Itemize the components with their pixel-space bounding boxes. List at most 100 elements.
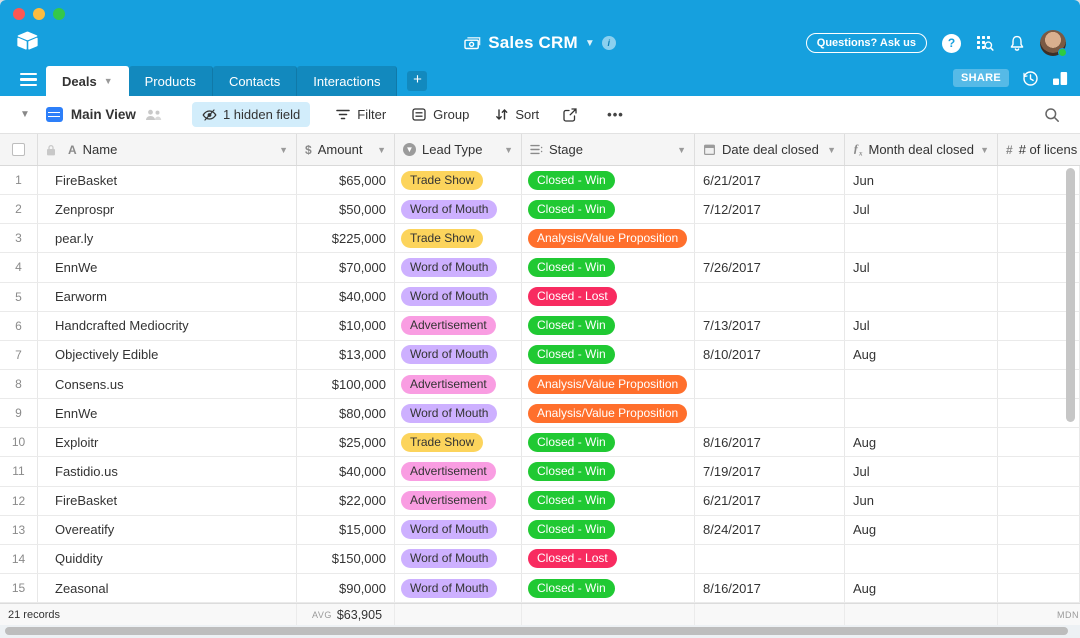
month-closed-cell[interactable]: [845, 224, 998, 253]
stage-cell[interactable]: Closed - Win: [522, 457, 695, 486]
horizontal-scrollbar-thumb[interactable]: [5, 626, 1068, 635]
tab-contacts[interactable]: Contacts: [212, 66, 298, 96]
month-closed-cell[interactable]: [845, 399, 998, 428]
name-cell[interactable]: Quiddity: [38, 544, 297, 573]
name-cell[interactable]: Handcrafted Mediocrity: [38, 311, 297, 340]
stage-cell[interactable]: Closed - Win: [522, 166, 695, 195]
date-closed-cell[interactable]: 7/19/2017: [695, 457, 845, 486]
close-window-button[interactable]: [13, 8, 25, 20]
name-cell[interactable]: Zenprospr: [38, 195, 297, 224]
date-closed-cell[interactable]: 8/16/2017: [695, 573, 845, 603]
column-header-stage[interactable]: Stage ▼: [522, 134, 695, 165]
summary-cell[interactable]: [695, 604, 845, 625]
amount-cell[interactable]: $50,000: [297, 195, 395, 224]
lead-type-cell[interactable]: Advertisement: [395, 369, 522, 399]
group-button[interactable]: Group: [412, 107, 469, 122]
name-cell[interactable]: Fastidio.us: [38, 457, 297, 486]
zoom-window-button[interactable]: [53, 8, 65, 20]
amount-cell[interactable]: $40,000: [297, 282, 395, 311]
date-closed-cell[interactable]: [695, 369, 845, 399]
month-closed-cell[interactable]: [845, 369, 998, 399]
lead-type-cell[interactable]: Word of Mouth: [395, 253, 522, 282]
row-number-cell[interactable]: 9: [0, 399, 38, 428]
share-button[interactable]: SHARE: [952, 69, 1009, 87]
amount-cell[interactable]: $70,000: [297, 253, 395, 282]
date-closed-cell[interactable]: 8/10/2017: [695, 340, 845, 369]
amount-cell[interactable]: $22,000: [297, 486, 395, 515]
name-cell[interactable]: Zeasonal: [38, 573, 297, 603]
history-icon[interactable]: [1022, 70, 1039, 87]
row-number-cell[interactable]: 13: [0, 515, 38, 544]
stage-cell[interactable]: Closed - Lost: [522, 282, 695, 311]
month-closed-cell[interactable]: Aug: [845, 428, 998, 457]
vertical-scrollbar-thumb[interactable]: [1066, 168, 1075, 422]
add-table-button[interactable]: +: [407, 71, 428, 91]
row-number-cell[interactable]: 6: [0, 311, 38, 340]
apps-search-icon[interactable]: [976, 35, 994, 52]
amount-summary[interactable]: AVG $63,905: [297, 604, 395, 625]
month-closed-cell[interactable]: Jul: [845, 311, 998, 340]
share-view-icon[interactable]: [563, 107, 577, 122]
lead-type-cell[interactable]: Trade Show: [395, 224, 522, 253]
blocks-icon[interactable]: [1052, 71, 1068, 86]
licenses-cell[interactable]: [998, 573, 1080, 603]
lead-type-cell[interactable]: Trade Show: [395, 166, 522, 195]
menu-icon[interactable]: [20, 73, 37, 87]
tab-products[interactable]: Products: [128, 66, 213, 96]
row-number-cell[interactable]: 14: [0, 544, 38, 573]
row-number-cell[interactable]: 2: [0, 195, 38, 224]
row-number-cell[interactable]: 1: [0, 166, 38, 195]
column-header-amount[interactable]: $ Amount ▼: [297, 134, 395, 165]
user-avatar[interactable]: [1040, 30, 1067, 57]
date-closed-cell[interactable]: 8/24/2017: [695, 515, 845, 544]
stage-cell[interactable]: Closed - Win: [522, 573, 695, 603]
licenses-cell[interactable]: [998, 428, 1080, 457]
date-closed-cell[interactable]: 6/21/2017: [695, 486, 845, 515]
row-number-cell[interactable]: 7: [0, 340, 38, 369]
collapse-caret-icon[interactable]: ▼: [20, 109, 30, 120]
stage-cell[interactable]: Closed - Win: [522, 253, 695, 282]
stage-cell[interactable]: Closed - Win: [522, 486, 695, 515]
name-cell[interactable]: Consens.us: [38, 369, 297, 399]
filter-button[interactable]: Filter: [336, 107, 386, 122]
month-closed-cell[interactable]: Aug: [845, 573, 998, 603]
date-closed-cell[interactable]: [695, 224, 845, 253]
stage-cell[interactable]: Closed - Win: [522, 311, 695, 340]
collaborators-icon[interactable]: [145, 109, 162, 121]
summary-cell[interactable]: [522, 604, 695, 625]
month-closed-cell[interactable]: [845, 282, 998, 311]
column-header-licenses[interactable]: # # of licens: [998, 134, 1080, 165]
name-cell[interactable]: Overeatify: [38, 515, 297, 544]
month-closed-cell[interactable]: Aug: [845, 515, 998, 544]
name-cell[interactable]: EnnWe: [38, 399, 297, 428]
date-closed-cell[interactable]: 7/12/2017: [695, 195, 845, 224]
month-closed-cell[interactable]: Jul: [845, 457, 998, 486]
licenses-cell[interactable]: [998, 457, 1080, 486]
mdn-label[interactable]: MDN: [1057, 609, 1079, 620]
licenses-cell[interactable]: [998, 544, 1080, 573]
lead-type-cell[interactable]: Trade Show: [395, 428, 522, 457]
name-cell[interactable]: Exploitr: [38, 428, 297, 457]
stage-cell[interactable]: Closed - Win: [522, 195, 695, 224]
lead-type-cell[interactable]: Advertisement: [395, 457, 522, 486]
summary-cell[interactable]: [395, 604, 522, 625]
date-closed-cell[interactable]: [695, 399, 845, 428]
name-cell[interactable]: EnnWe: [38, 253, 297, 282]
date-closed-cell[interactable]: 8/16/2017: [695, 428, 845, 457]
month-closed-cell[interactable]: [845, 544, 998, 573]
name-cell[interactable]: FireBasket: [38, 486, 297, 515]
lead-type-cell[interactable]: Word of Mouth: [395, 195, 522, 224]
chevron-down-icon[interactable]: ▼: [584, 37, 595, 49]
date-closed-cell[interactable]: [695, 282, 845, 311]
hidden-fields-button[interactable]: 1 hidden field: [191, 102, 311, 127]
lead-type-cell[interactable]: Word of Mouth: [395, 340, 522, 369]
chevron-down-icon[interactable]: ▼: [504, 144, 513, 155]
row-number-cell[interactable]: 4: [0, 253, 38, 282]
summary-cell[interactable]: [845, 604, 998, 625]
select-all-cell[interactable]: [0, 134, 38, 165]
lead-type-cell[interactable]: Advertisement: [395, 311, 522, 340]
chevron-down-icon[interactable]: ▼: [103, 76, 113, 86]
column-header-name[interactable]: A Name ▼: [38, 134, 297, 165]
month-closed-cell[interactable]: Jul: [845, 253, 998, 282]
amount-cell[interactable]: $100,000: [297, 369, 395, 399]
